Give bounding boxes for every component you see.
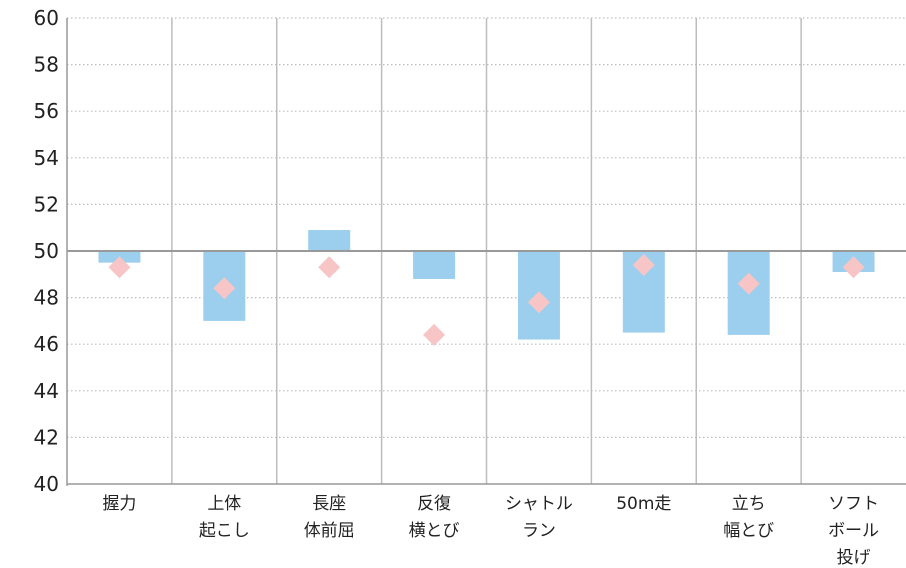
diamond-marker-2 [213,277,236,300]
y-tick-label: 60 [34,6,59,30]
y-tick-label: 46 [34,332,59,356]
y-tick-label: 52 [34,192,59,216]
diamond-marker-1 [108,256,131,279]
x-tick-label: 幅とび [723,521,774,541]
diamond-marker-5 [527,291,550,314]
y-tick-label: 42 [34,425,59,449]
x-tick-label: 握力 [102,494,136,514]
diamond-marker-4 [423,323,446,346]
x-tick-label: ソフト [828,494,879,514]
x-tick-label: 上体 [207,494,241,514]
bar-3 [308,230,351,251]
bar-4 [413,251,456,279]
x-tick-label: シャトル [505,494,573,514]
y-tick-label: 58 [34,53,59,77]
y-tick-label: 48 [34,286,59,310]
y-tick-label: 40 [34,472,59,496]
x-tick-label: 長座 [312,494,346,514]
x-tick-label: 起こし [199,521,250,541]
y-tick-label: 56 [34,99,59,123]
x-tick-label: 投げ [837,548,871,568]
x-tick-label: 横とび [409,521,460,541]
x-tick-label: 立ち [732,494,766,514]
x-tick-label: ボール [828,521,879,541]
diamond-marker-3 [318,256,341,279]
diamond-marker-8 [842,256,865,279]
x-tick-label: 50m走 [616,494,671,514]
x-tick-label: ラン [522,521,556,541]
diamond-marker-6 [632,253,655,276]
y-tick-label: 44 [34,379,59,403]
x-tick-label: 反復 [417,494,451,514]
diamond-marker-7 [737,272,760,295]
x-tick-label: 体前屈 [304,521,355,541]
y-tick-label: 54 [34,146,59,170]
y-tick-label: 50 [34,239,59,263]
